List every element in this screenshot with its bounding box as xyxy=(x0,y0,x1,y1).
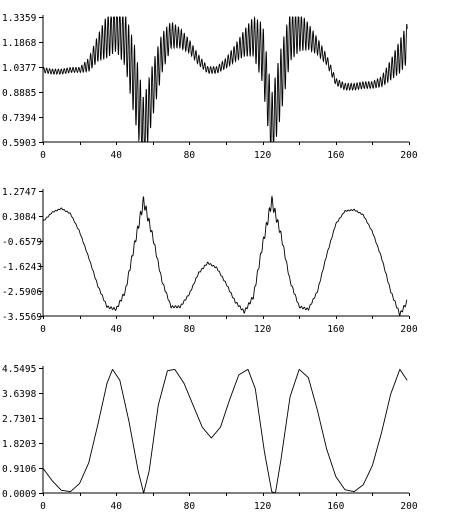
y-tick-label: -1.6243 xyxy=(2,262,42,273)
x-tick-label: 40 xyxy=(110,150,122,161)
y-tick-label: -0.6579 xyxy=(2,237,42,248)
y-tick-label: 1.1868 xyxy=(2,38,37,49)
y-tick-label: -2.5906 xyxy=(2,287,42,298)
x-tick-label: 160 xyxy=(327,150,344,161)
x-tick-label: 120 xyxy=(254,501,271,512)
x-tick-label: 80 xyxy=(184,150,196,161)
y-tick-label: 2.7301 xyxy=(2,414,37,425)
x-tick-label: 160 xyxy=(327,501,344,512)
series-line-1 xyxy=(42,15,408,143)
y-tick-label: 3.6398 xyxy=(2,389,37,400)
chart-panel-1: 0.5903 0.7394 0.8885 1.0377 1.1868 1.3359 0 40 8… xyxy=(2,13,418,161)
series-line-1 xyxy=(42,195,408,316)
chart-panel-3: 0.0009 0.9106 1.8203 2.7301 3.6398 4.5495 0 40 8… xyxy=(2,364,418,512)
x-tick-label: 200 xyxy=(400,324,417,335)
y-tick-label: 0.9106 xyxy=(2,464,37,475)
x-tick-label: 200 xyxy=(400,501,417,512)
y-tick-label: 1.8203 xyxy=(2,439,36,450)
x-tick-label: 120 xyxy=(254,150,271,161)
series-line-1 xyxy=(42,368,408,495)
y-tick-label: 0.7394 xyxy=(2,113,37,124)
x-tick-label: 160 xyxy=(327,324,344,335)
y-tick-label: -3.5569 xyxy=(2,312,42,323)
x-tick-label: 0 xyxy=(40,150,46,161)
x-tick-label: 0 xyxy=(40,324,46,335)
y-tick-label: 4.5495 xyxy=(2,364,36,375)
x-tick-label: 40 xyxy=(110,324,122,335)
y-tick-label: 1.2747 xyxy=(2,187,36,198)
y-tick-label: 0.0009 xyxy=(2,489,37,500)
x-tick-label: 0 xyxy=(40,501,46,512)
y-tick-label: 0.5903 xyxy=(2,138,36,149)
x-tick-label: 80 xyxy=(184,501,196,512)
x-tick-label: 200 xyxy=(400,150,417,161)
x-tick-label: 80 xyxy=(184,324,196,335)
x-tick-label: 120 xyxy=(254,324,271,335)
y-tick-label: 1.3359 xyxy=(2,13,37,24)
y-tick-label: 0.8885 xyxy=(2,88,36,99)
y-tick-label: 1.0377 xyxy=(2,63,36,74)
chart-panel-2: -3.5569 -2.5906 -1.6243 -0.6579 0.3084 1.2747… xyxy=(2,187,418,335)
y-tick-label: 0.3084 xyxy=(2,212,37,223)
x-tick-label: 40 xyxy=(110,501,122,512)
